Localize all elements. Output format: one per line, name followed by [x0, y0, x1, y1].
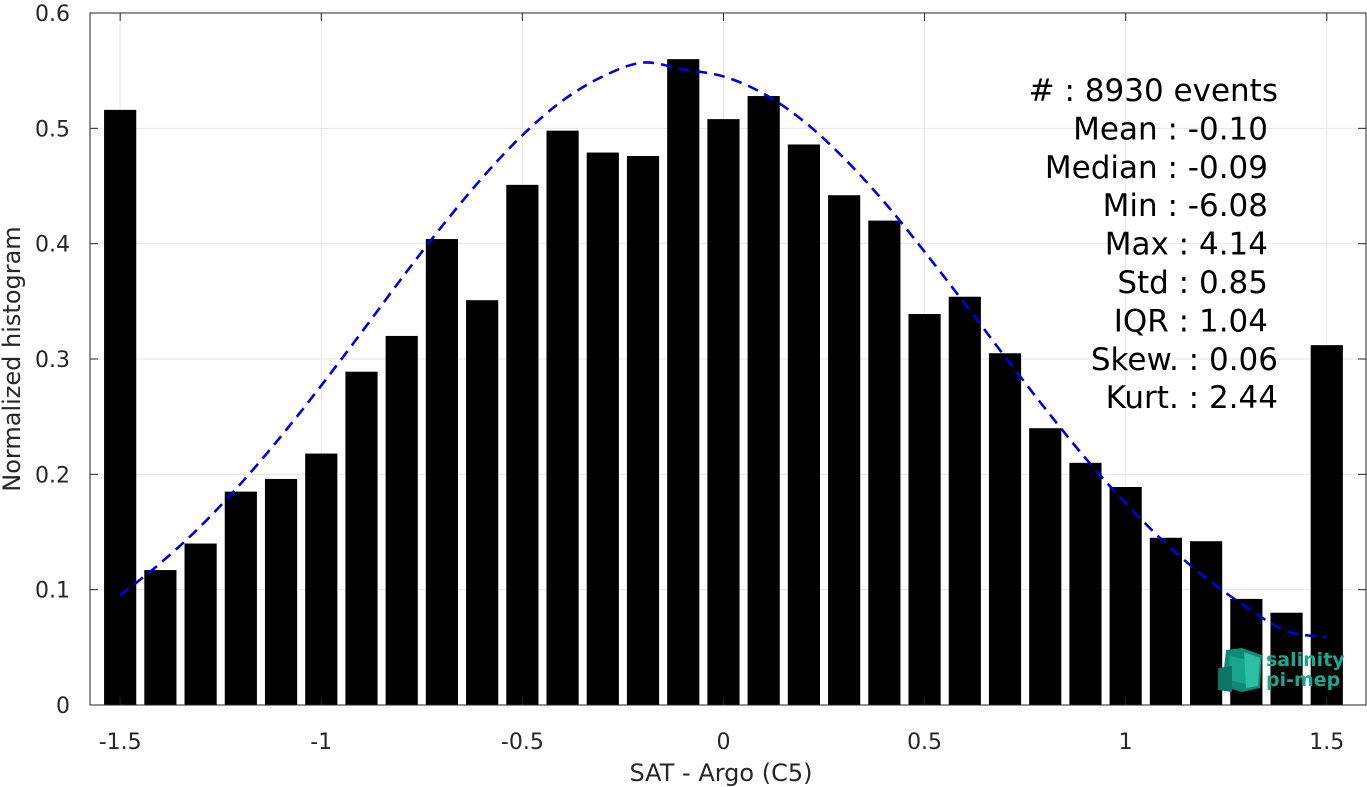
- histogram-bar: [466, 300, 499, 705]
- stat-line: Skew. : 0.06: [1091, 342, 1278, 378]
- x-tick-label: -1.5: [99, 730, 142, 755]
- histogram-bar: [1109, 487, 1142, 705]
- x-tick-label: 0: [716, 730, 730, 755]
- y-tick-label: 0.5: [35, 117, 70, 142]
- histogram-bar: [506, 184, 539, 705]
- x-tick-label: -1: [310, 730, 332, 755]
- histogram-bar: [546, 130, 579, 705]
- logo-line-2: pi-mep: [1266, 669, 1340, 691]
- y-tick-label: 0.2: [35, 463, 70, 488]
- histogram-bar: [1310, 345, 1343, 705]
- stat-line: Kurt. : 2.44: [1106, 380, 1278, 416]
- y-tick-label: 0: [56, 694, 70, 719]
- histogram-bar: [264, 478, 298, 705]
- histogram-bar: [144, 570, 177, 705]
- stat-line: Min : -6.08: [1103, 188, 1268, 224]
- logo-line-1: salinity: [1266, 649, 1345, 671]
- histogram-bar: [1270, 612, 1303, 705]
- stat-line: IQR : 1.04: [1114, 303, 1268, 339]
- salinity-pi-mep-logo: salinity pi-mep: [1218, 648, 1345, 692]
- histogram-bar: [104, 109, 137, 705]
- y-axis-label: Normalized histogram: [0, 226, 26, 491]
- stat-line: Median : -0.09: [1045, 150, 1268, 186]
- histogram-bar: [868, 220, 901, 705]
- histogram-bar: [667, 59, 700, 705]
- histogram-bar: [1069, 462, 1102, 705]
- stat-line: Max : 4.14: [1105, 227, 1268, 263]
- x-tick-label: 1.5: [1309, 730, 1344, 755]
- histogram-bar: [908, 314, 941, 705]
- histogram-bars: [104, 59, 1343, 706]
- histogram-bar: [184, 543, 217, 705]
- histogram-bar: [1149, 537, 1182, 705]
- normal-fit-curve: [119, 61, 1327, 639]
- x-tick-label: 1: [1119, 730, 1133, 755]
- stat-line: Mean : -0.10: [1073, 111, 1268, 147]
- stat-line: Std : 0.85: [1117, 265, 1268, 301]
- histogram-bar: [385, 335, 418, 705]
- histogram-bar: [345, 371, 378, 705]
- histogram-bar: [988, 353, 1022, 705]
- histogram-bar: [1190, 541, 1223, 705]
- histogram-bar: [626, 156, 660, 706]
- y-tick-label: 0.4: [35, 233, 70, 258]
- y-tick-label: 0.1: [35, 579, 70, 604]
- histogram-bar: [747, 96, 780, 706]
- histogram-bar: [948, 296, 981, 705]
- histogram-bar: [224, 491, 257, 705]
- histogram-bar: [586, 152, 619, 705]
- histogram-bar: [425, 239, 459, 705]
- y-tick-label: 0.6: [35, 2, 70, 27]
- x-tick-label: 0.5: [907, 730, 942, 755]
- histogram-bar: [787, 144, 821, 706]
- cube-logo-icon: [1218, 648, 1262, 692]
- x-tick-label: -0.5: [501, 730, 544, 755]
- y-tick-label: 0.3: [35, 348, 70, 373]
- y-axis-ticks: 0 0.1 0.2 0.3 0.4 0.5 0.6: [35, 2, 1366, 719]
- histogram-bar: [305, 453, 338, 705]
- x-axis-ticks: -1.5 -1 -0.5 0 0.5 1 1.5: [99, 13, 1344, 755]
- histogram-bar: [707, 119, 740, 705]
- histogram-bar: [828, 195, 861, 705]
- x-axis-label: SAT - Argo (C5): [630, 759, 813, 787]
- histogram-bar: [1029, 428, 1062, 705]
- stat-line: # : 8930 events: [1029, 73, 1278, 109]
